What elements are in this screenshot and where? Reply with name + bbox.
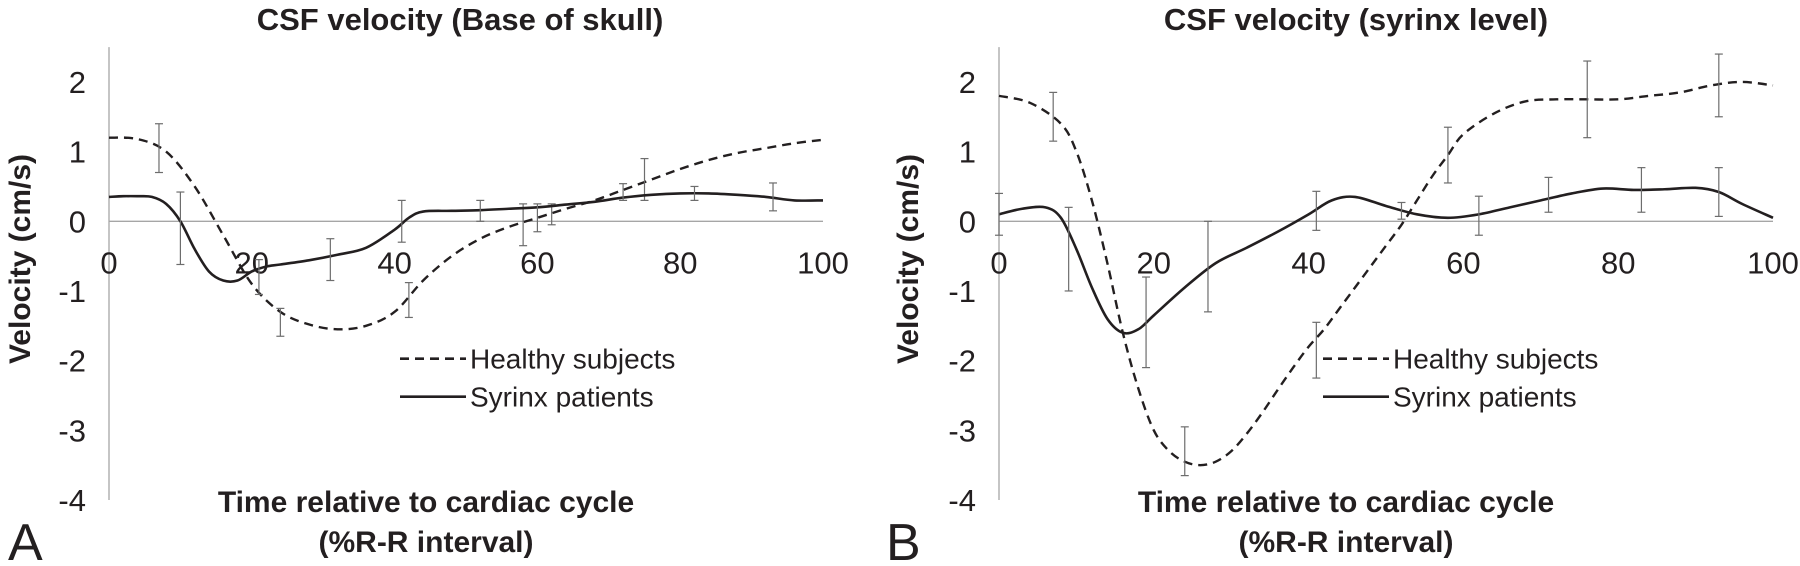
error-bar <box>397 199 406 243</box>
y-tick-label: 0 <box>959 204 976 239</box>
x-axis-title: Time relative to cardiac cycle <box>1138 486 1554 519</box>
legend-label: Syrinx patients <box>470 382 654 413</box>
y-tick-label: 2 <box>959 65 976 100</box>
x-tick-label: 0 <box>990 245 1007 280</box>
x-tick-label: 60 <box>520 245 554 280</box>
chart-title: CSF velocity (Base of skull) <box>257 2 664 37</box>
x-axis-subtitle: (%R-R interval) <box>1238 526 1453 559</box>
error-bar <box>254 259 263 296</box>
error-bar <box>1203 220 1212 313</box>
y-axis-title: Velocity (cm/s) <box>892 154 925 364</box>
y-tick-label: -2 <box>948 344 976 379</box>
x-tick-label: 80 <box>663 245 697 280</box>
error-bar <box>1443 126 1452 184</box>
y-tick-label: -1 <box>948 274 976 309</box>
error-bar <box>276 307 285 337</box>
x-tick-label: 100 <box>797 245 849 280</box>
legend: Healthy subjects Syrinx patients <box>1323 344 1598 413</box>
healthy-series-line <box>108 136 824 331</box>
error-bar <box>1544 176 1553 213</box>
y-tick-label: 1 <box>959 135 976 170</box>
error-bar <box>1064 206 1073 292</box>
x-tick-label: 80 <box>1601 245 1635 280</box>
x-tick-label: 20 <box>1137 245 1171 280</box>
error-bar <box>640 157 649 201</box>
error-bar <box>1583 60 1592 139</box>
error-bar <box>547 203 556 226</box>
syrinx-series-line <box>998 186 1774 335</box>
y-tick-label: -4 <box>948 483 976 518</box>
error-bar <box>1312 321 1321 379</box>
error-bar <box>1637 167 1646 213</box>
y-tick-label: -3 <box>58 413 86 448</box>
y-tick-label: -1 <box>58 274 86 309</box>
error-bar <box>326 238 335 282</box>
error-bar <box>154 123 163 174</box>
x-axis-title: Time relative to cardiac cycle <box>218 486 634 519</box>
error-bar <box>1312 190 1321 231</box>
y-tick-label: -3 <box>948 413 976 448</box>
x-tick-label: 60 <box>1446 245 1480 280</box>
y-tick-label: 2 <box>69 65 86 100</box>
error-bar <box>1474 195 1483 236</box>
error-bar <box>769 182 778 212</box>
error-bar <box>519 203 528 247</box>
x-tick-label: 0 <box>100 245 117 280</box>
chart-title: CSF velocity (syrinx level) <box>1164 2 1548 37</box>
error-bar <box>1180 426 1189 477</box>
error-bar <box>995 192 1003 236</box>
error-bar <box>1142 276 1151 369</box>
error-bar <box>619 183 628 201</box>
error-bar <box>176 191 185 266</box>
error-bar <box>1714 53 1723 118</box>
x-tick-label: 40 <box>1291 245 1325 280</box>
error-bar <box>533 203 542 233</box>
error-bar <box>690 185 699 201</box>
y-tick-label: 0 <box>69 204 86 239</box>
panel-letter: A <box>8 514 43 566</box>
x-tick-label: 100 <box>1747 245 1799 280</box>
y-tick-label: -4 <box>58 483 86 518</box>
error-bar <box>1714 167 1723 218</box>
y-tick-label: -2 <box>58 344 86 379</box>
y-tick-label: 1 <box>69 135 86 170</box>
chart-panel-a: CSF velocity (Base of skull)-4-3-2-10120… <box>4 2 849 566</box>
healthy-series-line <box>998 80 1774 467</box>
x-tick-label: 20 <box>235 245 269 280</box>
error-bar <box>476 199 485 222</box>
x-tick-label: 40 <box>377 245 411 280</box>
legend-label: Syrinx patients <box>1393 382 1577 413</box>
legend-label: Healthy subjects <box>1393 344 1598 375</box>
error-bar <box>1397 201 1406 220</box>
syrinx-series-line <box>108 191 824 283</box>
legend-label: Healthy subjects <box>470 344 675 375</box>
y-axis-title: Velocity (cm/s) <box>4 154 37 364</box>
panel-letter: B <box>886 514 921 566</box>
error-bar <box>404 282 413 319</box>
x-axis-subtitle: (%R-R interval) <box>318 526 533 559</box>
error-bar <box>1049 91 1058 142</box>
legend: Healthy subjects Syrinx patients <box>400 344 675 413</box>
